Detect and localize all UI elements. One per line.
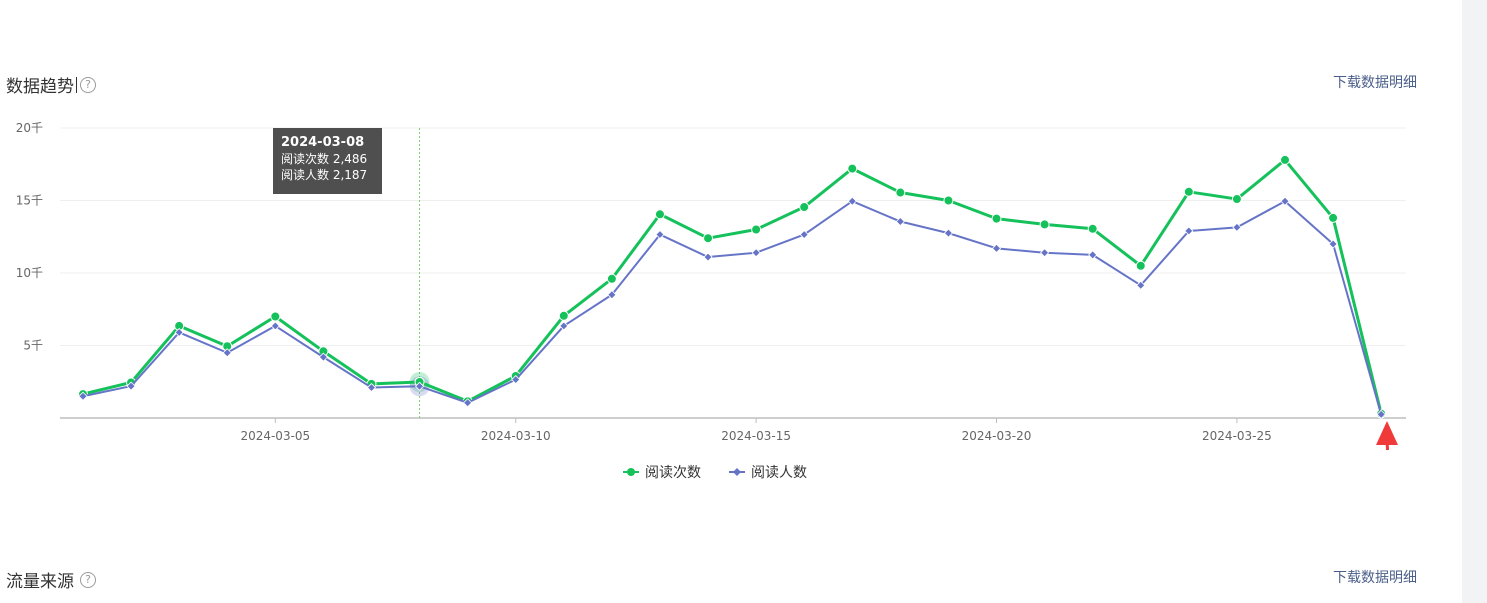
data-point-reads [1328, 212, 1339, 223]
data-point-reads [654, 209, 665, 220]
data-point-reads [270, 311, 281, 322]
data-point-readers [366, 382, 377, 393]
data-point-reads [1231, 194, 1242, 205]
help-icon[interactable]: ? [80, 76, 96, 93]
y-tick-label: 10千 [16, 266, 43, 280]
data-point-readers [126, 381, 136, 391]
x-tick-label: 2024-03-15 [721, 429, 791, 443]
data-point-readers [1280, 196, 1290, 206]
data-point-readers [318, 352, 328, 362]
data-point-reads [558, 310, 569, 321]
y-tick-label: 15千 [16, 194, 43, 208]
data-point-readers [703, 252, 713, 262]
data-point-readers [559, 321, 569, 331]
data-point-reads [1039, 219, 1050, 230]
data-point-readers [895, 216, 905, 227]
series-line-readers [82, 200, 1383, 415]
data-point-readers [78, 391, 88, 401]
data-point-reads [703, 233, 714, 244]
data-point-readers [1184, 226, 1194, 236]
data-point-reads [895, 187, 906, 198]
data-point-reads [847, 163, 858, 174]
chart-legend: 阅读次数 阅读人数 [0, 462, 1430, 482]
data-point-reads [943, 195, 954, 206]
help-icon[interactable]: ? [80, 571, 96, 588]
title-divider [76, 76, 77, 93]
y-tick-label: 5千 [23, 339, 43, 353]
data-point-readers [174, 327, 184, 338]
data-point-readers [751, 248, 761, 258]
data-point-readers [414, 381, 425, 391]
chart-grid [60, 127, 1406, 419]
trend-section-header: 数据趋势 ? [6, 72, 96, 97]
data-point-reads [1183, 186, 1194, 197]
data-point-readers [943, 228, 954, 238]
traffic-section-header: 流量来源 ? [6, 567, 96, 592]
chart-series [78, 154, 1387, 419]
data-point-readers [655, 230, 665, 240]
data-point-readers [222, 348, 232, 358]
x-tick-label: 2024-03-20 [962, 429, 1032, 443]
traffic-title: 流量来源 [6, 572, 74, 592]
legend-readers-marker-icon [729, 468, 745, 476]
data-point-readers [1040, 248, 1050, 258]
tooltip-line-readers: 阅读人数 2,187 [281, 168, 368, 182]
data-point-readers [270, 321, 280, 331]
data-point-readers [1136, 280, 1146, 290]
x-tick-label: 2024-03-25 [1202, 429, 1272, 443]
x-axis-labels: 2024-03-05 2024-03-10 2024-03-15 2024-03-20… [240, 418, 1272, 443]
data-point-reads [751, 224, 762, 235]
legend-item-readers[interactable]: 阅读人数 [729, 462, 807, 482]
data-point-readers [799, 230, 809, 240]
data-point-readers [847, 196, 857, 206]
x-tick-label: 2024-03-10 [481, 429, 551, 443]
y-axis-labels: 5千 10千 15千 20千 [16, 121, 43, 353]
annotation-arrow-head [1376, 421, 1398, 445]
legend-reads-marker-icon [623, 468, 639, 476]
data-point-reads [1135, 260, 1146, 271]
legend-reads-label: 阅读次数 [645, 465, 701, 481]
right-gutter [1462, 0, 1487, 603]
data-point-readers [1328, 239, 1338, 249]
data-point-readers [1088, 250, 1098, 260]
data-point-reads [1280, 154, 1290, 165]
y-tick-label: 20千 [16, 121, 43, 135]
data-point-readers [991, 243, 1002, 253]
data-point-readers [607, 290, 617, 300]
tooltip-date: 2024-03-08 [281, 135, 365, 150]
data-point-reads [991, 213, 1002, 224]
data-point-reads [606, 273, 617, 284]
data-point-reads [1087, 223, 1098, 234]
data-point-readers [1232, 222, 1242, 232]
series-line-reads [82, 158, 1383, 415]
legend-item-reads[interactable]: 阅读次数 [623, 462, 701, 482]
annotation-arrow [1376, 421, 1398, 450]
data-point-readers [463, 398, 473, 408]
download-details-link-traffic[interactable]: 下载数据明细 [1333, 570, 1417, 586]
trend-title: 数据趋势 [6, 77, 74, 97]
legend-readers-label: 阅读人数 [751, 465, 807, 481]
data-point-reads [799, 202, 810, 213]
data-point-readers [511, 375, 521, 385]
data-point-readers [1376, 409, 1386, 419]
x-tick-label: 2024-03-05 [240, 429, 310, 443]
data-tooltip: 2024-03-08 阅读次数 2,486 阅读人数 2,187 [273, 128, 382, 194]
tooltip-line-reads: 阅读次数 2,486 [281, 152, 368, 166]
download-details-link[interactable]: 下载数据明细 [1333, 75, 1417, 91]
